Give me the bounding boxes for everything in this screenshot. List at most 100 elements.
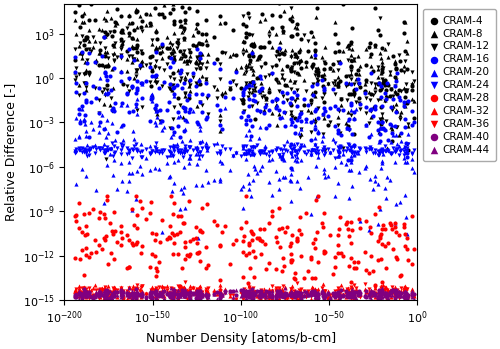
CRAM-4 xyxy=(347,39,355,45)
CRAM-24 xyxy=(314,151,322,157)
CRAM-16 xyxy=(304,103,312,108)
CRAM-32 xyxy=(309,285,317,290)
CRAM-4 xyxy=(376,32,384,38)
CRAM-4 xyxy=(334,80,342,86)
CRAM-44 xyxy=(106,289,114,294)
CRAM-16 xyxy=(151,105,159,111)
CRAM-16 xyxy=(216,66,224,72)
CRAM-40 xyxy=(262,288,270,294)
CRAM-40 xyxy=(362,294,370,299)
CRAM-44 xyxy=(100,289,108,294)
CRAM-24 xyxy=(216,151,224,157)
CRAM-12 xyxy=(396,52,404,58)
CRAM-4 xyxy=(338,97,345,102)
CRAM-28 xyxy=(246,243,254,248)
CRAM-20 xyxy=(174,158,182,163)
CRAM-20 xyxy=(375,139,383,144)
CRAM-28 xyxy=(278,225,285,231)
CRAM-8 xyxy=(148,41,156,46)
CRAM-16 xyxy=(371,107,379,112)
CRAM-40 xyxy=(382,293,390,298)
CRAM-36 xyxy=(264,294,272,300)
CRAM-36 xyxy=(384,289,392,295)
CRAM-24 xyxy=(396,148,404,154)
CRAM-12 xyxy=(104,55,112,61)
CRAM-20 xyxy=(152,109,160,114)
CRAM-4 xyxy=(344,123,351,129)
CRAM-28 xyxy=(148,251,156,257)
CRAM-24 xyxy=(95,145,103,151)
CRAM-40 xyxy=(82,291,90,296)
CRAM-24 xyxy=(146,151,154,157)
CRAM-40 xyxy=(348,292,356,298)
CRAM-4 xyxy=(394,91,402,97)
CRAM-4 xyxy=(276,13,284,19)
CRAM-24 xyxy=(330,155,338,161)
CRAM-24 xyxy=(174,147,182,153)
CRAM-44 xyxy=(102,294,110,299)
CRAM-20 xyxy=(153,114,161,120)
CRAM-36 xyxy=(329,292,337,298)
CRAM-24 xyxy=(78,149,86,155)
CRAM-12 xyxy=(310,120,318,125)
CRAM-20 xyxy=(216,176,224,182)
CRAM-12 xyxy=(392,77,400,83)
CRAM-24 xyxy=(344,141,351,147)
CRAM-32 xyxy=(410,294,418,299)
CRAM-20 xyxy=(348,184,356,189)
CRAM-12 xyxy=(172,45,180,51)
CRAM-40 xyxy=(242,291,250,296)
CRAM-8 xyxy=(287,52,295,57)
CRAM-28 xyxy=(410,246,418,252)
CRAM-8 xyxy=(136,13,144,18)
CRAM-12 xyxy=(352,99,360,105)
CRAM-40 xyxy=(91,295,99,300)
CRAM-12 xyxy=(178,105,186,111)
CRAM-8 xyxy=(397,109,405,115)
CRAM-12 xyxy=(342,97,350,102)
CRAM-8 xyxy=(181,75,189,80)
CRAM-8 xyxy=(408,80,416,86)
CRAM-28 xyxy=(142,216,150,221)
CRAM-12 xyxy=(249,87,257,92)
CRAM-28 xyxy=(110,209,118,215)
CRAM-4 xyxy=(108,33,116,38)
CRAM-16 xyxy=(158,41,166,47)
CRAM-44 xyxy=(74,288,82,294)
CRAM-12 xyxy=(366,97,374,103)
CRAM-32 xyxy=(287,287,295,292)
CRAM-28 xyxy=(248,231,256,237)
CRAM-44 xyxy=(246,290,254,295)
CRAM-36 xyxy=(132,288,140,293)
Legend: CRAM-4, CRAM-8, CRAM-12, CRAM-16, CRAM-20, CRAM-24, CRAM-28, CRAM-32, CRAM-36, C: CRAM-4, CRAM-8, CRAM-12, CRAM-16, CRAM-2… xyxy=(422,9,496,161)
CRAM-16 xyxy=(92,95,100,100)
CRAM-4 xyxy=(181,53,189,59)
CRAM-28 xyxy=(304,268,312,274)
CRAM-36 xyxy=(183,296,191,302)
CRAM-8 xyxy=(95,50,103,56)
CRAM-24 xyxy=(78,145,86,151)
CRAM-20 xyxy=(78,106,86,112)
CRAM-44 xyxy=(134,289,141,295)
CRAM-44 xyxy=(158,288,166,294)
CRAM-36 xyxy=(232,296,239,302)
CRAM-8 xyxy=(308,90,316,96)
CRAM-20 xyxy=(366,176,374,181)
CRAM-36 xyxy=(286,286,294,291)
CRAM-44 xyxy=(280,292,287,298)
CRAM-28 xyxy=(382,265,390,271)
CRAM-44 xyxy=(195,292,203,298)
CRAM-32 xyxy=(176,291,184,297)
CRAM-36 xyxy=(278,283,286,289)
CRAM-20 xyxy=(246,136,254,142)
CRAM-8 xyxy=(350,115,358,121)
CRAM-40 xyxy=(130,290,138,296)
CRAM-28 xyxy=(104,261,112,267)
CRAM-4 xyxy=(134,43,141,48)
CRAM-24 xyxy=(371,150,379,156)
CRAM-44 xyxy=(146,289,154,294)
CRAM-16 xyxy=(377,94,385,99)
CRAM-28 xyxy=(152,231,160,237)
CRAM-16 xyxy=(129,109,137,114)
CRAM-16 xyxy=(287,116,295,121)
